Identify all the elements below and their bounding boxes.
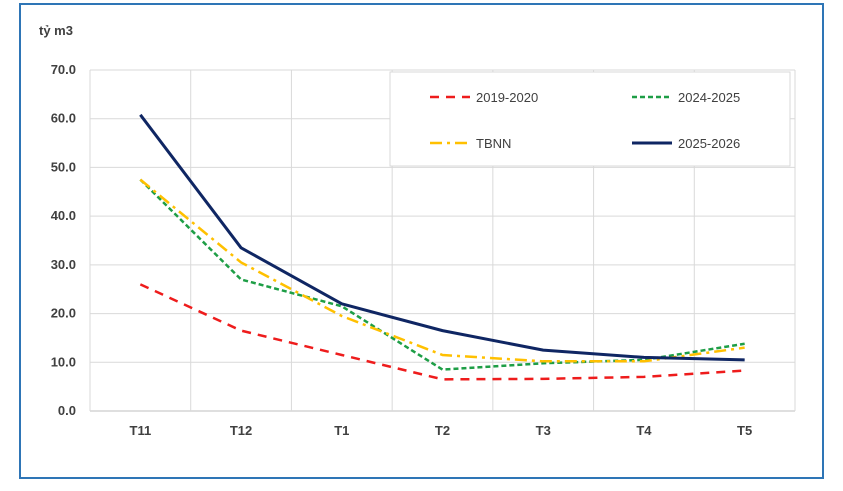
y-unit-label: tỷ m3 <box>39 23 73 38</box>
y-axis-ticks: 0.0 10.0 20.0 30.0 40.0 50.0 60.0 70.0 <box>51 62 76 418</box>
x-tick-label: T11 <box>130 423 152 438</box>
y-tick-label: 70.0 <box>51 62 76 77</box>
legend-box <box>389 71 791 167</box>
x-tick-label: T1 <box>334 423 349 438</box>
y-tick-label: 40.0 <box>51 208 76 223</box>
x-axis-ticks: T11 T12 T1 T2 T3 T4 T5 <box>130 423 753 438</box>
y-tick-label: 50.0 <box>51 159 76 174</box>
legend-label: TBNN <box>476 136 511 151</box>
y-tick-label: 10.0 <box>51 354 76 369</box>
x-tick-label: T4 <box>636 423 652 438</box>
legend-label: 2024-2025 <box>678 90 740 105</box>
x-tick-label: T12 <box>230 423 252 438</box>
x-tick-label: T5 <box>737 423 752 438</box>
data-series <box>139 113 745 381</box>
legend: 2019-2020 2024-2025 TBNN 2025-2026 <box>389 71 791 167</box>
y-tick-label: 60.0 <box>51 111 76 126</box>
series-line <box>139 178 745 371</box>
y-tick-label: 0.0 <box>58 403 76 418</box>
y-tick-label: 30.0 <box>51 257 76 272</box>
legend-label: 2019-2020 <box>476 90 538 105</box>
y-tick-label: 20.0 <box>51 306 76 321</box>
line-chart: tỷ m3 0.0 10.0 20.0 30.0 40.0 50.0 60.0 70.0 T1… <box>39 23 796 438</box>
chart-frame: tỷ m3 0.0 10.0 20.0 30.0 40.0 50.0 60.0 70.0 T1… <box>19 3 824 479</box>
x-tick-label: T3 <box>536 423 551 438</box>
x-tick-label: T2 <box>435 423 450 438</box>
legend-label: 2025-2026 <box>678 136 740 151</box>
